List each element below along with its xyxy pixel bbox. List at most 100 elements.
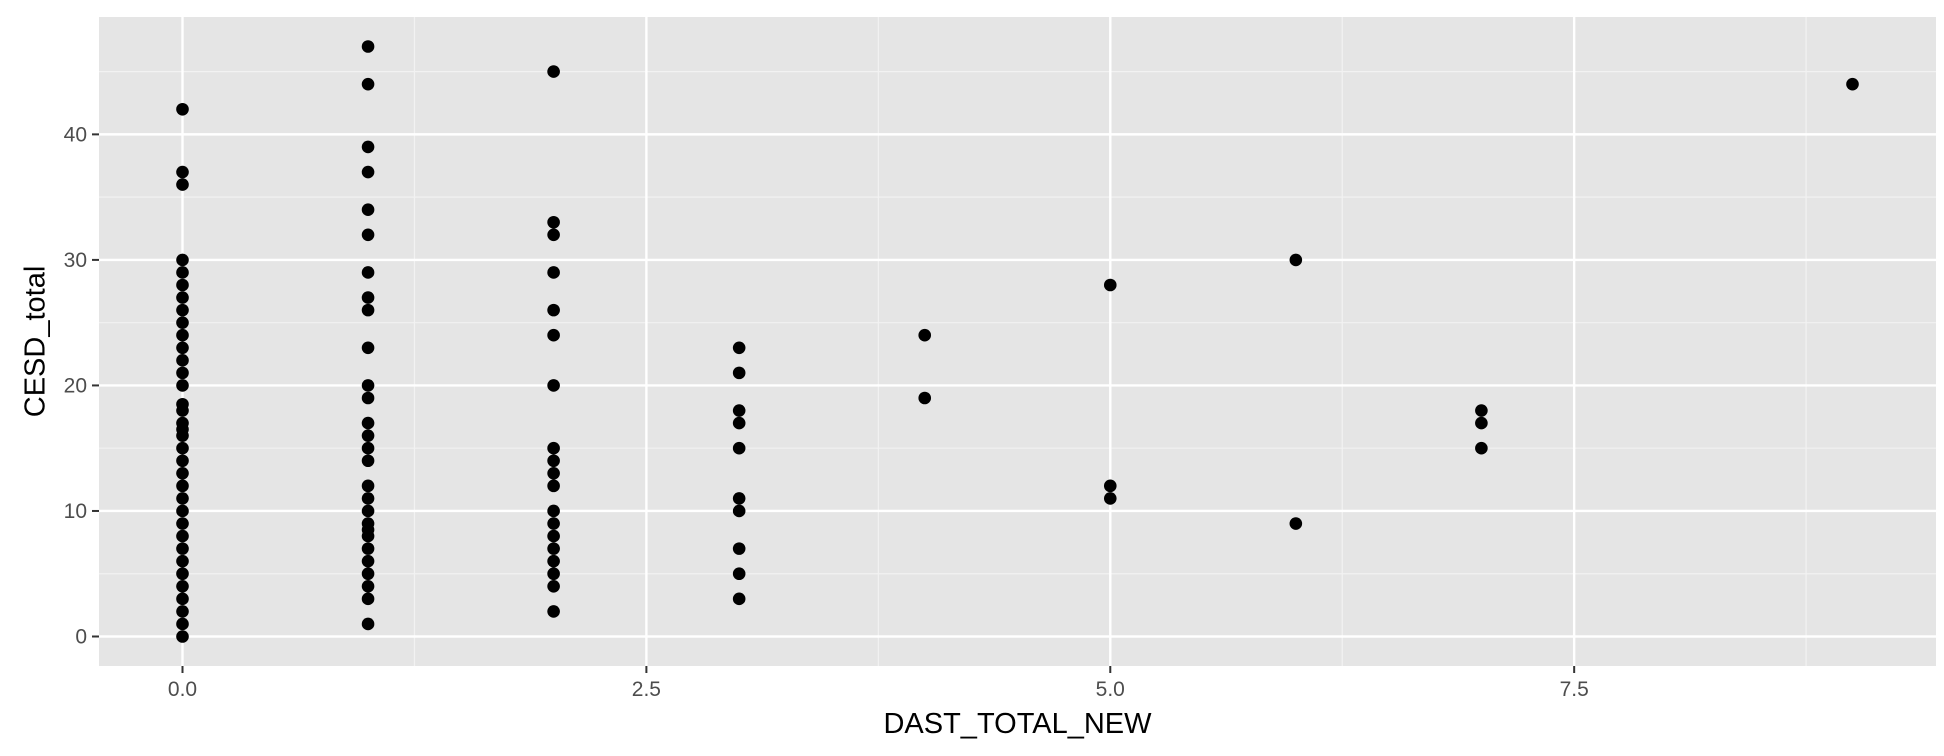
data-point xyxy=(361,454,375,468)
data-point xyxy=(176,397,189,411)
data-point xyxy=(176,542,189,555)
data-point xyxy=(361,203,375,216)
y-tick-label: 20 xyxy=(64,374,87,397)
data-point xyxy=(547,579,560,593)
data-point xyxy=(361,542,375,555)
x-tick-label: 2.5 xyxy=(632,678,661,701)
data-point xyxy=(547,605,560,618)
data-point xyxy=(176,617,189,631)
data-point xyxy=(547,542,560,555)
data-points xyxy=(176,40,1859,643)
data-point xyxy=(361,517,375,530)
data-point xyxy=(176,328,189,342)
data-point xyxy=(547,266,560,279)
data-point xyxy=(176,253,189,267)
data-point xyxy=(732,416,746,430)
data-point xyxy=(361,416,375,430)
data-point xyxy=(176,479,189,493)
data-point xyxy=(176,366,189,380)
data-point xyxy=(176,554,189,568)
data-point xyxy=(918,391,932,405)
data-point xyxy=(176,416,189,430)
data-point xyxy=(547,517,560,530)
data-point xyxy=(1289,253,1303,267)
data-point xyxy=(361,429,375,442)
data-point xyxy=(361,303,375,317)
data-point xyxy=(1846,77,1859,91)
data-point xyxy=(176,592,189,606)
data-point xyxy=(176,605,189,618)
data-point xyxy=(361,266,375,279)
minor-gridlines xyxy=(99,17,1936,666)
data-point xyxy=(547,467,560,480)
data-point xyxy=(732,567,746,581)
x-tick-label: 5.0 xyxy=(1096,678,1125,701)
data-point xyxy=(361,567,375,581)
data-point xyxy=(176,492,189,505)
data-point xyxy=(176,504,189,518)
data-point xyxy=(361,379,375,392)
data-point xyxy=(732,592,746,606)
data-point xyxy=(176,379,189,392)
data-point xyxy=(361,579,375,593)
data-point xyxy=(361,479,375,493)
y-tick-label: 10 xyxy=(64,500,87,523)
data-point xyxy=(361,492,375,505)
data-point xyxy=(176,529,189,543)
data-point xyxy=(547,441,560,455)
x-axis-title: DAST_TOTAL_NEW xyxy=(883,708,1152,740)
data-point xyxy=(732,504,746,518)
data-point xyxy=(361,592,375,606)
data-point xyxy=(361,441,375,455)
data-point xyxy=(1103,278,1117,292)
data-point xyxy=(176,102,189,116)
data-point xyxy=(547,303,560,317)
data-point xyxy=(732,542,746,555)
data-point xyxy=(1289,517,1303,530)
data-point xyxy=(732,441,746,455)
data-point xyxy=(361,554,375,568)
data-point xyxy=(176,630,189,643)
x-axis: 0.0 2.5 5.0 7.5 xyxy=(168,666,1589,701)
data-point xyxy=(176,165,189,179)
data-point xyxy=(1103,492,1117,505)
data-point xyxy=(547,65,560,78)
data-point xyxy=(176,441,189,455)
data-point xyxy=(732,341,746,355)
data-point xyxy=(176,567,189,581)
data-point xyxy=(1475,416,1488,430)
data-point xyxy=(547,529,560,543)
data-point xyxy=(547,328,560,342)
data-point xyxy=(176,266,189,279)
data-point xyxy=(547,228,560,242)
data-point xyxy=(1475,404,1488,417)
data-point xyxy=(176,354,189,367)
data-point xyxy=(361,617,375,631)
data-point xyxy=(176,341,189,355)
x-tick-label: 0.0 xyxy=(168,678,197,701)
data-point xyxy=(361,391,375,405)
plot-panel xyxy=(99,17,1936,666)
data-point xyxy=(732,404,746,417)
data-point xyxy=(176,579,189,593)
data-point xyxy=(176,278,189,292)
data-point xyxy=(361,341,375,355)
data-point xyxy=(176,316,189,329)
y-axis-title: CESD_total xyxy=(20,266,52,418)
y-tick-label: 0 xyxy=(75,626,87,649)
data-point xyxy=(176,178,189,191)
data-point xyxy=(732,492,746,505)
data-point xyxy=(361,140,375,154)
data-point xyxy=(547,215,560,229)
data-point xyxy=(176,303,189,317)
data-point xyxy=(732,366,746,380)
x-tick-label: 7.5 xyxy=(1560,678,1589,701)
y-tick-label: 40 xyxy=(64,123,87,146)
data-point xyxy=(361,165,375,179)
data-point xyxy=(176,517,189,530)
data-point xyxy=(176,467,189,480)
data-point xyxy=(918,328,932,342)
data-point xyxy=(176,291,189,304)
data-point xyxy=(1103,479,1117,493)
